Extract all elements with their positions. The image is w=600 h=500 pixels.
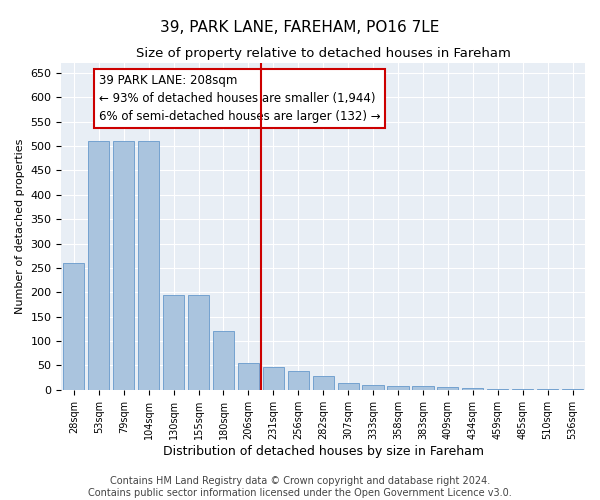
Text: 39, PARK LANE, FAREHAM, PO16 7LE: 39, PARK LANE, FAREHAM, PO16 7LE	[160, 20, 440, 35]
Bar	[462, 388, 484, 390]
Bar	[188, 294, 209, 390]
Bar	[163, 294, 184, 390]
Bar	[263, 367, 284, 390]
Bar	[213, 332, 234, 390]
Bar	[388, 386, 409, 390]
Text: 39 PARK LANE: 208sqm
← 93% of detached houses are smaller (1,944)
6% of semi-det: 39 PARK LANE: 208sqm ← 93% of detached h…	[99, 74, 380, 123]
Bar	[113, 141, 134, 390]
Bar	[313, 376, 334, 390]
Text: Contains HM Land Registry data © Crown copyright and database right 2024.
Contai: Contains HM Land Registry data © Crown c…	[88, 476, 512, 498]
Bar	[437, 388, 458, 390]
Bar	[512, 389, 533, 390]
Bar	[562, 389, 583, 390]
Bar	[487, 389, 508, 390]
Bar	[412, 386, 434, 390]
Y-axis label: Number of detached properties: Number of detached properties	[15, 139, 25, 314]
Bar	[238, 363, 259, 390]
Bar	[88, 141, 109, 390]
Bar	[537, 389, 558, 390]
Bar	[63, 263, 85, 390]
Bar	[138, 141, 159, 390]
Bar	[362, 385, 383, 390]
Bar	[287, 372, 309, 390]
X-axis label: Distribution of detached houses by size in Fareham: Distribution of detached houses by size …	[163, 444, 484, 458]
Bar	[338, 382, 359, 390]
Title: Size of property relative to detached houses in Fareham: Size of property relative to detached ho…	[136, 48, 511, 60]
